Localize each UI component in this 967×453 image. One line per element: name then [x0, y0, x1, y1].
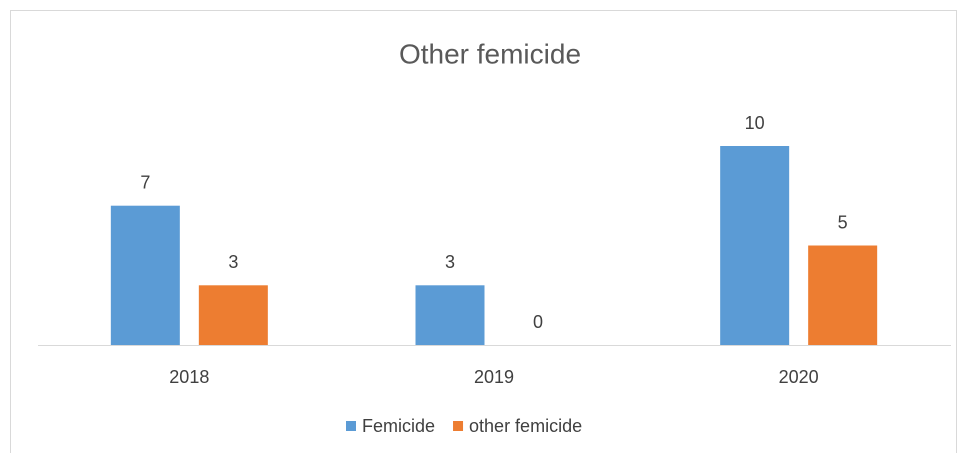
- chart-title: Other femicide: [399, 38, 581, 69]
- legend-swatch: [346, 421, 356, 431]
- data-label: 3: [228, 252, 238, 272]
- legend-label: other femicide: [469, 416, 582, 436]
- data-label: 7: [140, 172, 150, 192]
- data-label: 5: [838, 212, 848, 232]
- x-tick-label: 2018: [169, 367, 209, 387]
- data-label: 3: [445, 252, 455, 272]
- bar: [720, 146, 790, 345]
- bar: [808, 245, 878, 345]
- bar: [198, 285, 268, 345]
- x-tick-label: 2020: [779, 367, 819, 387]
- legend-label: Femicide: [362, 416, 435, 436]
- bar: [110, 205, 180, 345]
- data-label: 0: [533, 312, 543, 332]
- legend-swatch: [453, 421, 464, 431]
- bar: [415, 285, 485, 345]
- x-tick-label: 2019: [474, 367, 514, 387]
- data-label: 10: [745, 113, 765, 133]
